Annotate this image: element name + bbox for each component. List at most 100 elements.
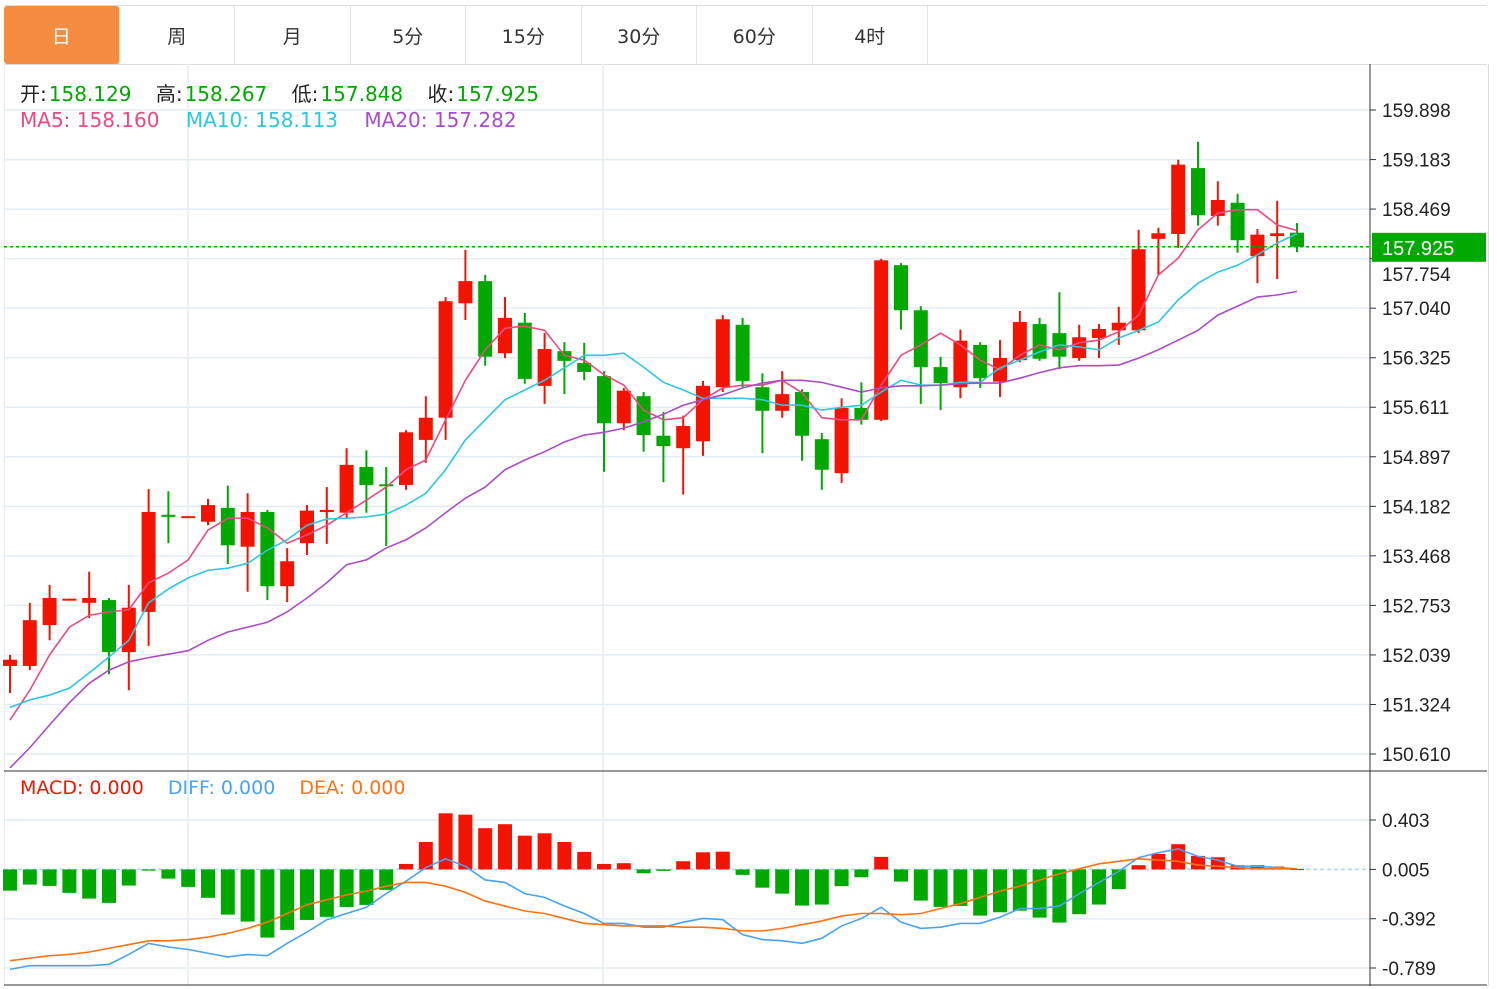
tab-30min[interactable]: 30分 [582,6,697,64]
tab-week[interactable]: 周 [120,6,235,64]
macd-bar [1250,865,1265,870]
macd-tick-label: 0.005 [1382,860,1430,881]
macd-bar [537,833,552,870]
diff-line [9,848,1298,971]
y-tick-label: 159.183 [1382,151,1451,172]
y-tick-label: 157.754 [1382,265,1451,286]
grid [4,64,1370,985]
macd-bar [438,813,453,870]
macd-bar [319,869,334,917]
candle-body [22,620,37,666]
macd-bar [755,869,770,888]
y-tick-label: 158.469 [1382,200,1451,221]
candle-body [1250,234,1265,257]
candle-body [1230,202,1245,241]
candle-body [201,505,215,522]
candle-body [1131,249,1146,331]
macd-bar [814,869,829,905]
macd-bar [795,869,809,906]
candle-body [82,597,97,603]
macd-bar [1072,869,1087,915]
tab-month[interactable]: 月 [235,6,351,64]
y-tick-label: 151.324 [1382,695,1451,716]
macd-bar [1111,869,1126,890]
y-tick-label: 152.039 [1382,646,1451,667]
candle-body [1012,322,1027,361]
macd-bar [280,869,295,930]
last-price-tag [1372,232,1486,262]
ma10-legend: MA10: 158.113 [185,108,339,132]
macd-bar [616,863,631,870]
macd-bar [1092,869,1106,905]
macd-bar [141,869,156,871]
candle-body [458,281,473,304]
y-tick-label: 155.611 [1382,398,1449,419]
macd-legend-value: MACD: 0.000 [20,777,144,799]
macd-bar [1012,869,1027,911]
macd-bar [339,869,354,907]
candle-body [696,385,710,442]
candle-body [1111,322,1126,331]
candle-body [814,439,829,470]
candle-body [537,349,552,386]
candle-body [1092,328,1106,338]
candle-body [498,317,512,354]
macd-bar [458,814,473,870]
candle-body [973,344,988,379]
macd-legend: MACD: 0.000 DIFF: 0.000 DEA: 0.000 [20,777,407,799]
candle-body [656,435,671,447]
y-tick-label: 157.040 [1382,299,1451,320]
ma5-legend: MA5: 158.160 [20,108,160,132]
macd-bar [121,869,136,886]
candle-body [438,301,453,418]
price-axis: 159.898 159.183 158.469 157.754 157.040 156.3… [4,64,1487,986]
macd-bar [498,824,512,870]
tab-60min[interactable]: 60分 [697,6,813,64]
high-label: 高: [155,82,183,106]
candle-body [359,466,374,485]
y-tick-label: 156.325 [1382,349,1451,370]
tab-5min[interactable]: 5分 [351,6,466,64]
macd-bar [715,851,730,870]
y-tick-label: 150.610 [1382,745,1451,766]
candle-body [121,607,136,653]
macd-bar [854,869,869,878]
macd-bar [399,863,413,870]
candle-body [1151,233,1166,239]
candle-body [240,512,255,547]
macd-bar [1151,853,1166,870]
macd-tick-label: -0.789 [1382,959,1436,980]
macd-bar [62,869,77,893]
candle-body [834,408,849,474]
macd-bar [894,869,908,882]
macd-bar [735,869,750,875]
candle-body [300,510,314,544]
close-value: 157.925 [456,82,539,106]
candle-body [953,340,968,388]
macd-bar [1131,865,1146,870]
high-value: 158.267 [184,82,268,106]
macd-bar [696,852,710,870]
candle-body [795,392,809,436]
macd-bar [220,869,235,915]
candle-body [597,376,611,424]
y-tick-label: 154.897 [1382,448,1451,469]
close-label: 收: [427,82,455,106]
candle-body [339,464,354,513]
ma-lines [4,208,1370,769]
period-tabs: 日 周 月 5分 15分 30分 60分 4时 [4,5,1487,65]
candle-body [636,396,651,436]
tab-day[interactable]: 日 [4,6,120,64]
macd-bar [597,863,611,870]
tab-4hour[interactable]: 4时 [813,6,928,64]
candle-body [260,512,275,587]
macd-bar [933,869,948,907]
ohlc-legend: 开: 158.129 高: 158.267 低: 157.848 收: 157.925 [20,78,541,107]
macd-panel [3,813,1370,971]
tab-15min[interactable]: 15分 [466,6,582,64]
macd-bar [201,869,215,898]
macd-bar [1032,869,1047,918]
macd-bar [161,869,176,879]
ma10-line [9,233,1298,709]
